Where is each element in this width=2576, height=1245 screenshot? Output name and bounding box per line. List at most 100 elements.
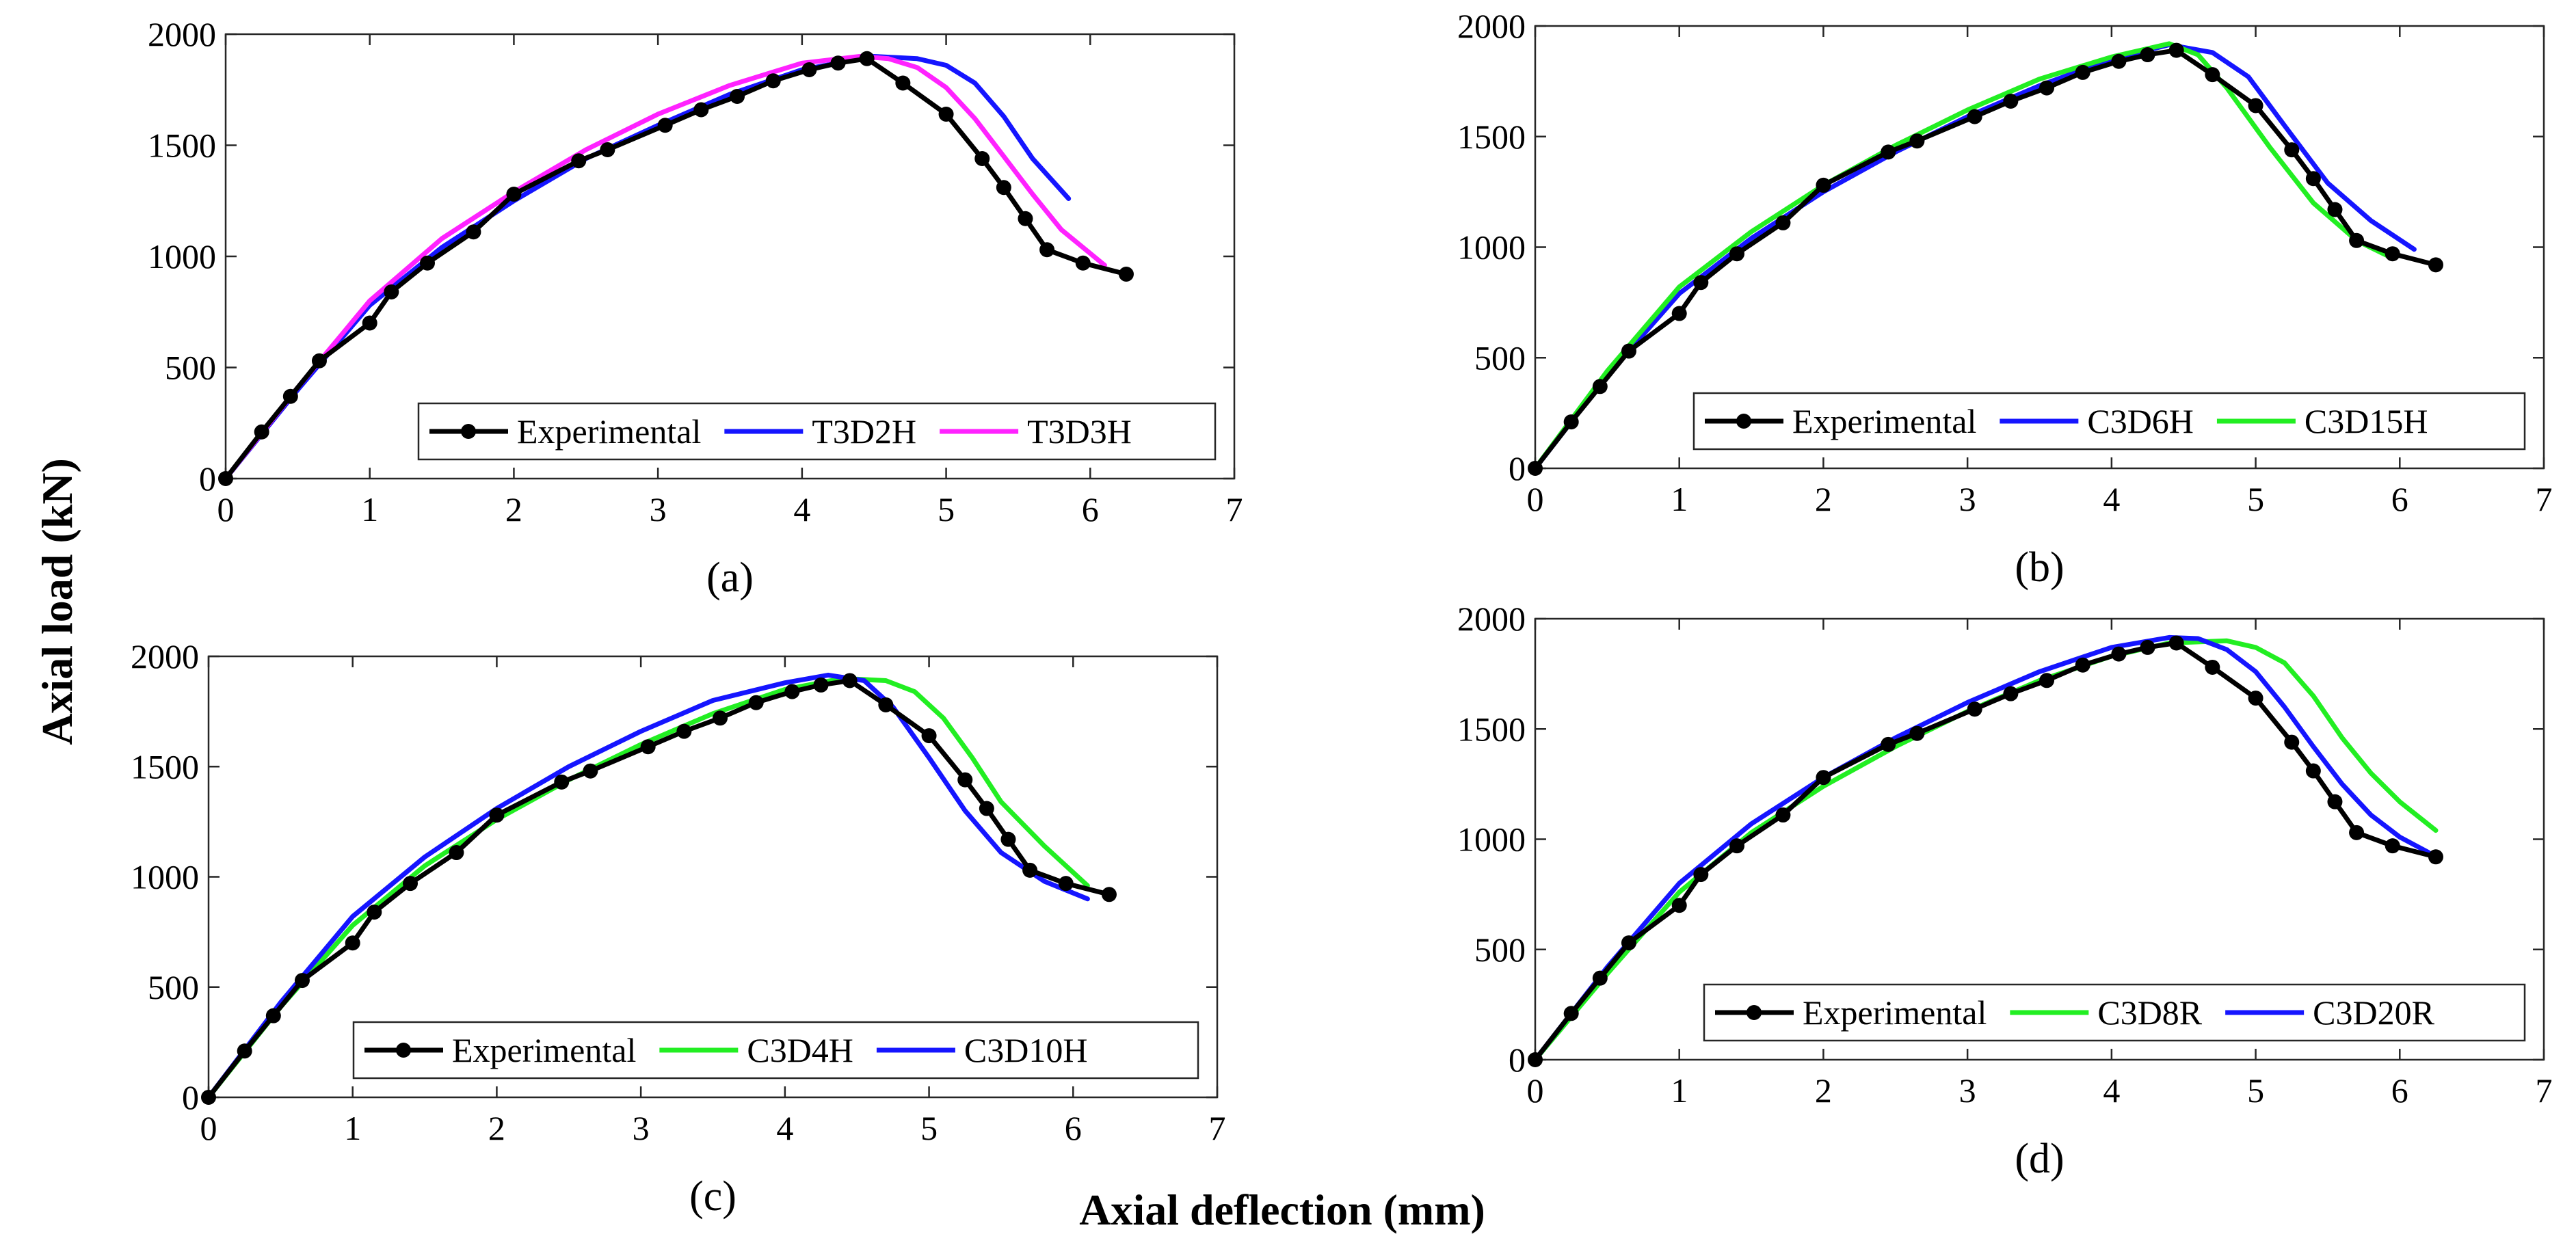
data-point-experimental [859,51,875,66]
y-tick-label: 1500 [131,747,199,786]
series-line-c3d20r [1532,634,2431,1062]
series-line-t3d3h [223,54,1107,481]
legend-label-c3d8r: C3D8R [2097,993,2202,1032]
legend-marker-experimental [461,424,476,439]
y-tick-label: 0 [1509,449,1526,487]
y-tick-label: 500 [1474,338,1526,377]
legend-box [417,402,1217,461]
data-point-experimental [489,807,505,823]
panel-label: (a) [706,554,754,601]
x-tick-label: 3 [1959,480,1976,518]
legend-label-c3d6h: C3D6H [2087,402,2194,440]
x-tick-label: 2 [1815,480,1832,518]
x-tick-label: 6 [2391,1071,2408,1110]
legend-label-experimental: Experimental [1803,993,1987,1032]
x-tick-label: 7 [2536,1071,2553,1110]
x-tick-label: 1 [1671,1071,1688,1110]
data-point-experimental [713,710,728,726]
data-point-experimental [1967,109,1982,124]
x-tick-label: 3 [650,490,667,528]
data-point-experimental [996,180,1011,196]
data-point-experimental [2168,42,2184,58]
data-point-experimental [813,677,829,693]
data-point-experimental [1621,343,1636,359]
legend: Experimental C3D8R C3D20R [1703,983,2526,1042]
data-point-experimental [784,684,800,699]
y-tick-label: 2000 [1457,600,1526,638]
data-point-experimental [554,774,570,790]
data-point-experimental [1729,838,1744,854]
legend-label-t3d2h: T3D2H [812,412,916,451]
legend-label-c3d20r: C3D20R [2313,993,2434,1032]
data-point-experimental [1621,935,1636,951]
x-tick-label: 0 [200,1109,217,1147]
data-point-experimental [2248,691,2263,706]
data-point-experimental [1592,379,1608,394]
x-tick-label: 0 [217,490,235,528]
data-point-experimental [2075,64,2090,80]
x-tick-label: 4 [2103,480,2120,518]
x-tick-label: 1 [361,490,378,528]
legend-label-experimental: Experimental [1792,402,1976,440]
x-tick-label: 6 [2391,480,2408,518]
x-tick-label: 5 [920,1109,938,1147]
data-point-experimental [282,388,298,404]
data-point-experimental [2039,80,2055,96]
data-point-experimental [2111,646,2127,662]
x-tick-label: 5 [2247,480,2264,518]
data-point-experimental [1729,246,1744,262]
legend: Experimental T3D2H T3D3H [417,402,1217,461]
chart-panel-a: 0 1 2 3 4 5 6 7 0 500 1000 1500 2000 Experimental T3D2… [148,15,1243,601]
data-point-experimental [1909,725,1925,741]
y-tick-label: 1000 [1457,228,1526,267]
data-point-experimental [1592,970,1608,986]
series-line-c3d10h [206,672,1090,1100]
legend-label-experimental: Experimental [517,412,701,451]
data-point-experimental [979,801,994,816]
data-point-experimental [311,353,327,369]
data-point-experimental [362,315,377,331]
data-point-experimental [449,845,464,861]
data-point-experimental [1058,876,1074,892]
x-tick-label: 2 [505,490,522,528]
legend: Experimental C3D6H C3D15H [1692,392,2526,451]
x-tick-label: 6 [1082,490,1099,528]
data-point-experimental [878,697,894,712]
data-point-experimental [1693,867,1709,883]
x-tick-label: 0 [1527,1071,1544,1110]
data-point-experimental [600,142,615,157]
data-point-experimental [1775,215,1791,230]
data-point-experimental [420,255,435,271]
data-point-experimental [1118,267,1134,282]
data-point-experimental [1671,306,1687,321]
data-point-experimental [2349,232,2365,248]
data-point-experimental [2248,98,2263,113]
data-point-experimental [693,102,709,118]
x-tick-label: 0 [1527,480,1544,518]
data-point-experimental [2003,93,2019,109]
data-point-experimental [2140,639,2155,655]
data-point-experimental [657,118,673,133]
data-point-experimental [1039,242,1055,258]
data-point-experimental [1909,133,1925,149]
data-point-experimental [730,89,745,104]
data-point-experimental [974,151,990,166]
x-tick-label: 5 [2247,1071,2264,1110]
x-tick-label: 2 [1815,1071,1832,1110]
data-point-experimental [1018,211,1033,226]
x-tick-label: 4 [776,1109,793,1147]
data-point-experimental [957,772,973,788]
legend-box [1692,392,2526,451]
data-point-experimental [1563,414,1579,430]
x-tick-label: 7 [2536,480,2553,518]
y-tick-label: 1500 [148,126,216,165]
data-point-experimental [1816,177,1831,193]
y-tick-label: 1500 [1457,710,1526,748]
data-point-experimental [2111,53,2127,69]
x-tick-label: 4 [793,490,810,528]
legend: Experimental C3D4H C3D10H [352,1021,1199,1080]
data-point-experimental [748,695,764,710]
panel-label: (b) [2015,544,2064,591]
data-point-experimental [2205,67,2220,83]
data-point-experimental [2003,686,2019,701]
